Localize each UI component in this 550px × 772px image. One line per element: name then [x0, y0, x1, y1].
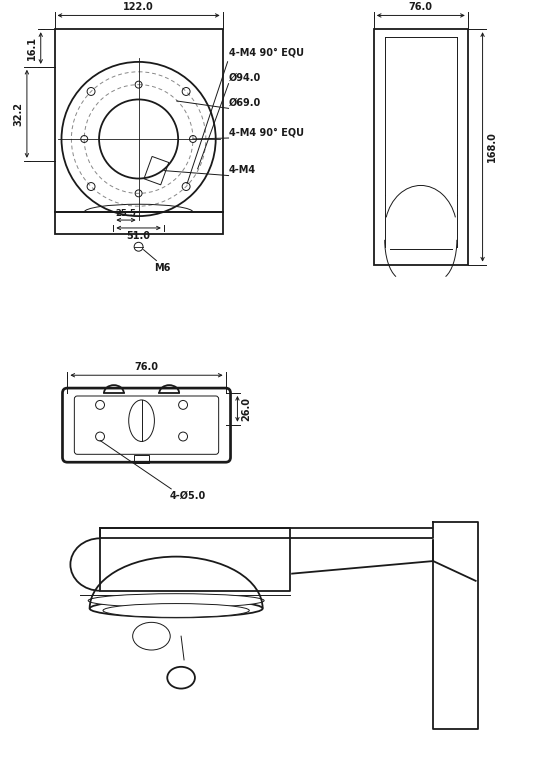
Text: 122.0: 122.0 — [123, 2, 154, 12]
Bar — [54, 212, 223, 234]
Text: 51.0: 51.0 — [126, 231, 151, 241]
Ellipse shape — [133, 622, 170, 650]
Polygon shape — [433, 522, 477, 729]
Text: 4-M4 90° EQU: 4-M4 90° EQU — [229, 48, 304, 58]
Text: 4-M4: 4-M4 — [229, 164, 256, 174]
Text: Ø69.0: Ø69.0 — [229, 97, 261, 107]
Text: 168.0: 168.0 — [487, 131, 497, 162]
Text: 76.0: 76.0 — [409, 2, 433, 12]
Ellipse shape — [90, 600, 263, 618]
Text: 32.2: 32.2 — [13, 102, 23, 126]
Text: 26.0: 26.0 — [241, 397, 251, 421]
Bar — [54, 29, 223, 212]
Text: 76.0: 76.0 — [135, 362, 158, 372]
Ellipse shape — [88, 594, 264, 608]
Polygon shape — [100, 529, 433, 538]
Ellipse shape — [167, 667, 195, 689]
Text: 4-M4 90° EQU: 4-M4 90° EQU — [229, 127, 304, 137]
Text: M6: M6 — [155, 262, 171, 273]
Polygon shape — [100, 529, 290, 591]
Text: Ø94.0: Ø94.0 — [229, 73, 261, 83]
Text: 25.5: 25.5 — [116, 209, 136, 218]
Bar — [374, 29, 467, 265]
Text: 16.1: 16.1 — [27, 36, 37, 60]
Bar — [134, 455, 150, 463]
Text: 4-Ø5.0: 4-Ø5.0 — [169, 491, 206, 501]
Ellipse shape — [103, 604, 249, 618]
